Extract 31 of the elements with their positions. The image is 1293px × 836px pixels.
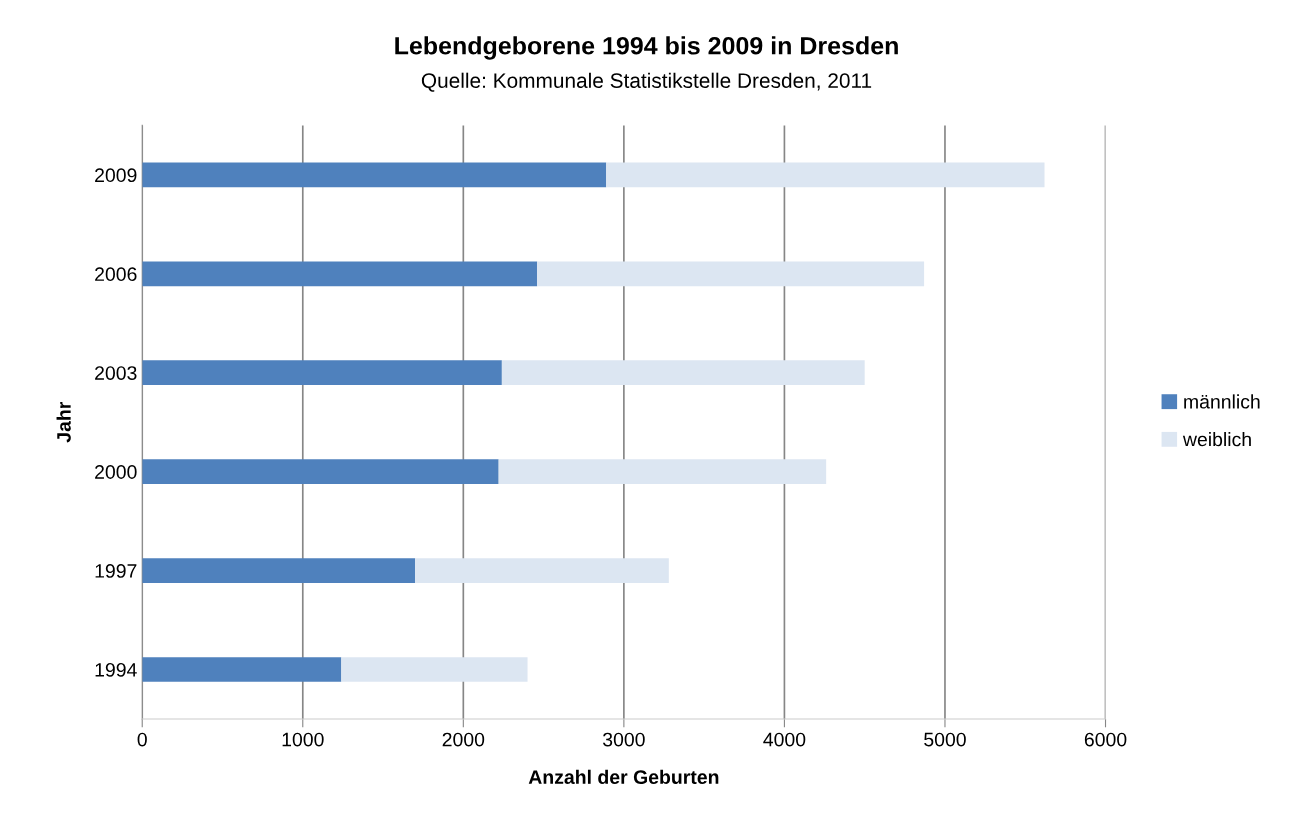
bar bbox=[142, 657, 342, 682]
bar bbox=[341, 657, 528, 682]
x-tick-label: 2000 bbox=[442, 732, 485, 747]
x-tick-label: 4000 bbox=[763, 732, 806, 747]
legend-label: weiblich bbox=[1182, 432, 1251, 447]
x-tick-label: 5000 bbox=[924, 732, 966, 747]
y-tick-label: 1994 bbox=[95, 662, 137, 677]
bar bbox=[142, 162, 607, 188]
bar bbox=[606, 162, 1045, 188]
x-tick-label: 6000 bbox=[1084, 732, 1127, 747]
bar bbox=[537, 261, 925, 287]
x-axis-title: Anzahl der Geburten bbox=[528, 769, 719, 785]
chart-title: Lebendgeborene 1994 bis 2009 in Dresden bbox=[395, 36, 898, 60]
y-tick-label: 2009 bbox=[95, 168, 137, 183]
bar bbox=[498, 459, 827, 485]
bar bbox=[142, 558, 416, 583]
chart-subtitle: Quelle: Kommunale Statistikstelle Dresden, 2011 bbox=[421, 72, 872, 92]
y-tick-label: 1997 bbox=[95, 564, 137, 578]
bar bbox=[142, 360, 502, 386]
x-tick-label: 1000 bbox=[282, 732, 324, 747]
y-axis-title: Jahr bbox=[56, 401, 71, 443]
x-tick-label: 3000 bbox=[602, 732, 645, 747]
y-tick-label: 2006 bbox=[95, 267, 137, 282]
legend-label: männlich bbox=[1184, 394, 1260, 409]
bar bbox=[501, 360, 865, 386]
bar bbox=[415, 558, 669, 583]
bar bbox=[142, 261, 538, 287]
x-tick-label: 0 bbox=[137, 732, 147, 747]
y-tick-label: 2003 bbox=[95, 366, 137, 380]
bar bbox=[142, 459, 499, 485]
y-tick-label: 2000 bbox=[95, 465, 137, 479]
